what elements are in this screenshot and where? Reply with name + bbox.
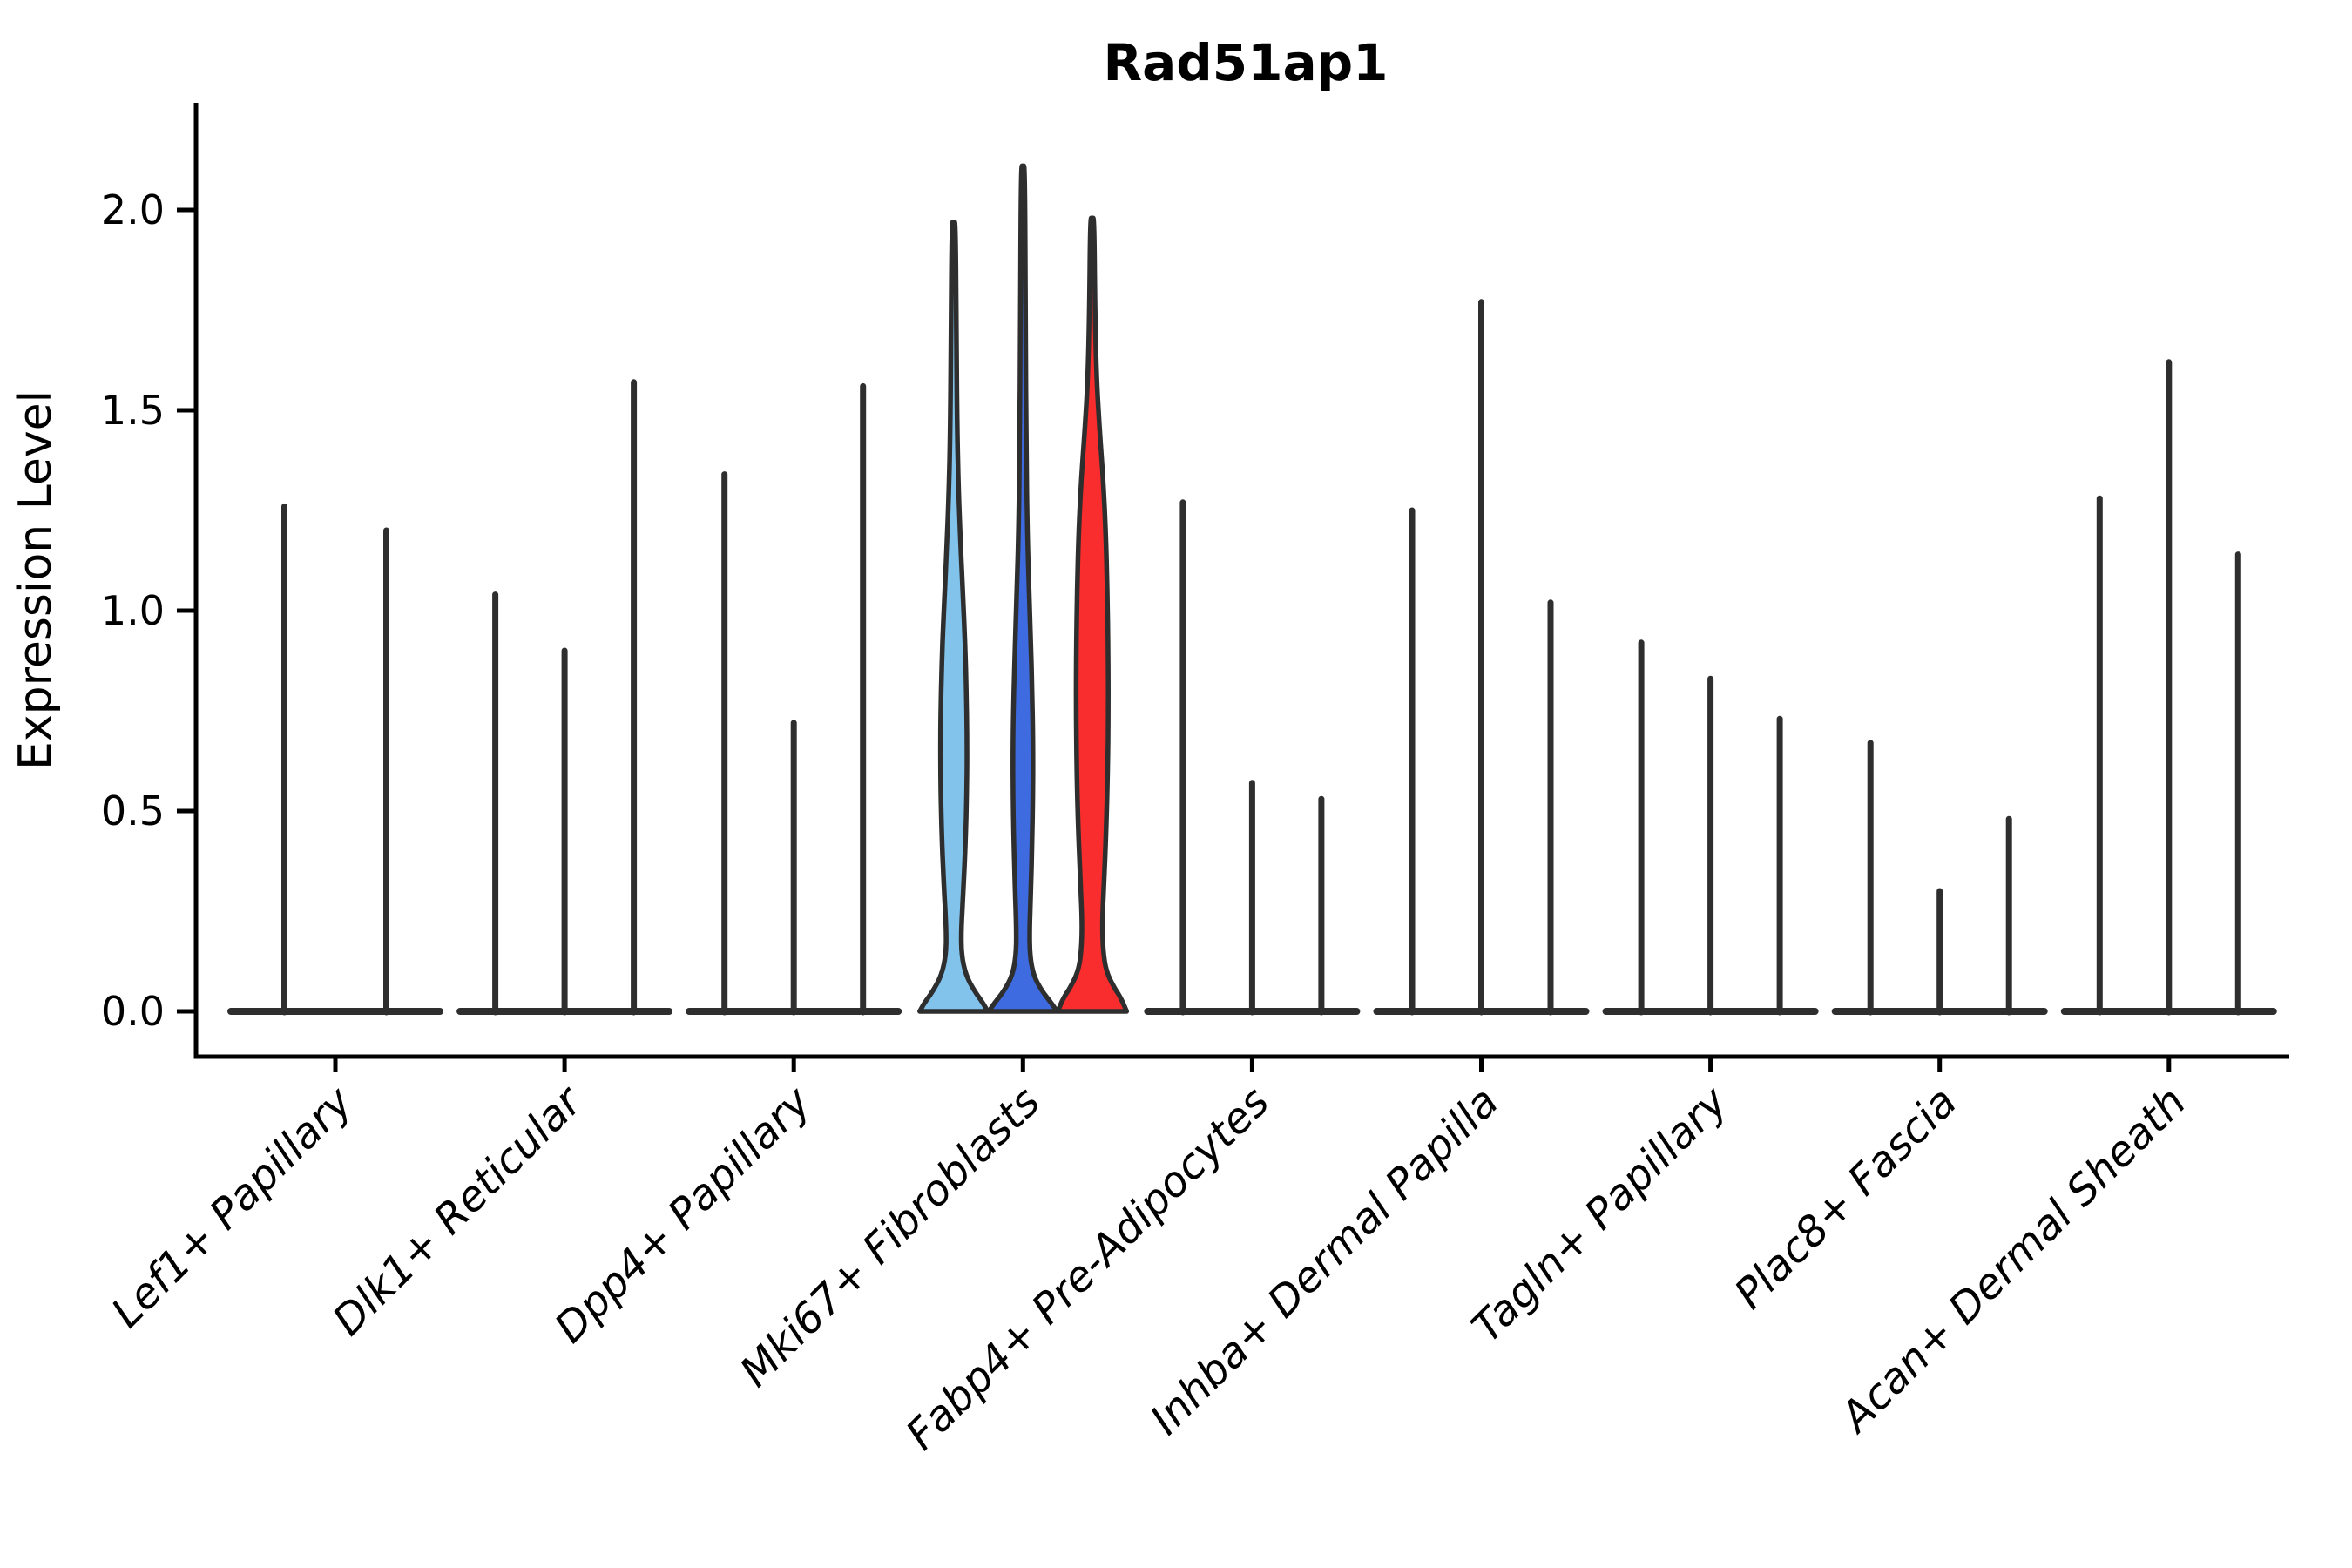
x-tick-label: Dpp4+ Papillary	[545, 1077, 821, 1352]
x-tick-label: Tagln+ Papillary	[1463, 1077, 1738, 1352]
y-tick-label: 1.0	[101, 587, 165, 634]
y-tick-label: 1.5	[101, 387, 165, 434]
y-tick-label: 0.0	[101, 988, 165, 1035]
x-tick-label: Plac8+ Fascia	[1726, 1078, 1967, 1319]
x-tick-label: Fabp4+ Pre-Adipocytes	[896, 1078, 1279, 1460]
violin-body	[986, 163, 1060, 1014]
plot-title: Rad51ap1	[1103, 33, 1388, 92]
violin-body	[917, 220, 990, 1014]
x-tick-label: Dlk1+ Reticular	[323, 1076, 593, 1346]
x-tick-label: Lef1+ Papillary	[102, 1077, 362, 1337]
violin-body	[1055, 215, 1130, 1014]
y-axis-label: Expression Level	[10, 390, 62, 770]
y-tick-label: 0.5	[101, 787, 165, 835]
y-tick-label: 2.0	[101, 186, 165, 233]
